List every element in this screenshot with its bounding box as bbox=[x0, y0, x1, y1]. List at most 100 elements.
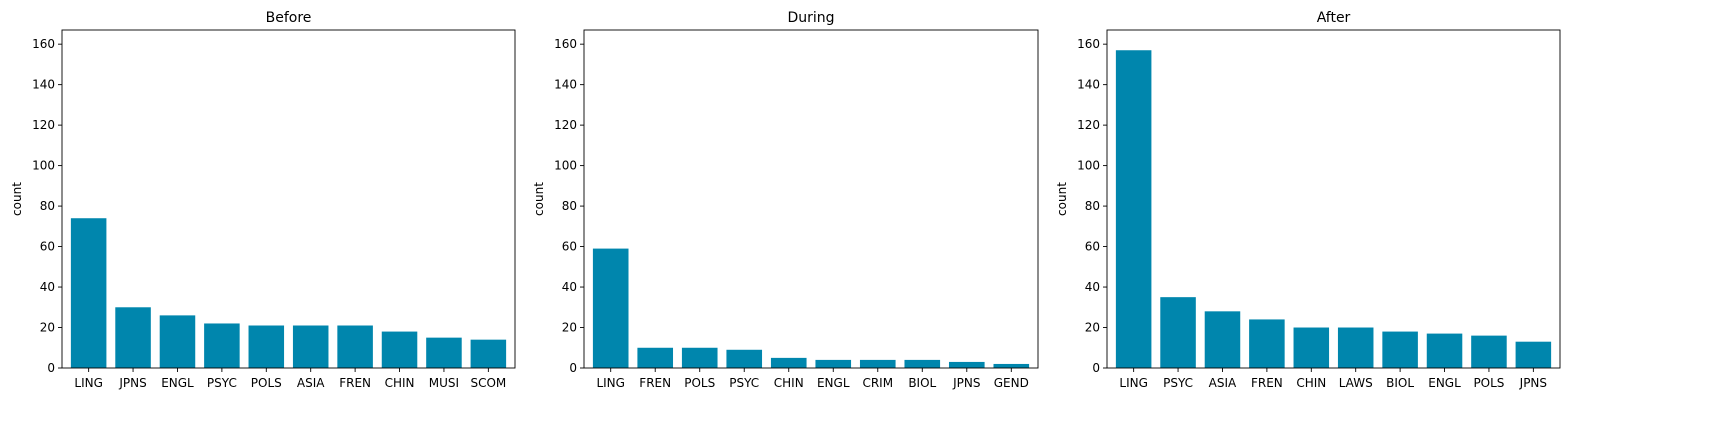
bar-ling bbox=[1115, 50, 1152, 369]
x-tick-label: FREN bbox=[1251, 376, 1283, 390]
y-tick-label: 60 bbox=[562, 240, 577, 254]
bar-asia bbox=[292, 325, 329, 368]
bar-jpns bbox=[115, 307, 151, 368]
x-tick-label: CHIN bbox=[1296, 376, 1326, 390]
y-tick-label: 60 bbox=[40, 240, 55, 254]
x-tick-label: POLS bbox=[684, 376, 715, 390]
plot-frame bbox=[61, 29, 516, 369]
x-tick-label: ASIA bbox=[297, 376, 325, 390]
bar-psyc bbox=[1160, 297, 1196, 368]
bar-chin bbox=[381, 331, 418, 368]
bar-chin bbox=[770, 357, 807, 368]
y-tick-label: 60 bbox=[1085, 240, 1100, 254]
chart-panel-2: LING PSYC ASIA FREN CHIN LAWS BIOL ENGL POLS JPNS… bbox=[1055, 10, 1561, 390]
y-tick-label: 120 bbox=[32, 118, 55, 132]
x-tick-label: SCOM bbox=[470, 376, 506, 390]
y-tick-label: 80 bbox=[562, 199, 577, 213]
bar-engl bbox=[1426, 333, 1463, 368]
bar-ling bbox=[592, 248, 629, 368]
x-tick-label: CHIN bbox=[385, 376, 415, 390]
bar-biol bbox=[1382, 331, 1418, 368]
bar-asia bbox=[1204, 311, 1241, 368]
y-tick-label: 40 bbox=[562, 280, 577, 294]
x-tick-label: PSYC bbox=[729, 376, 759, 390]
y-tick-label: 0 bbox=[569, 361, 577, 375]
y-axis-label: count bbox=[1055, 182, 1069, 216]
bar-crim bbox=[859, 359, 896, 368]
chart-title: After bbox=[1317, 10, 1351, 26]
chart-panel-1: LING FREN POLS PSYC CHIN ENGL CRIM BIOL JPNS GEND… bbox=[532, 10, 1039, 390]
x-tick-label: BIOL bbox=[1386, 376, 1414, 390]
bar-scom bbox=[470, 339, 507, 368]
x-tick-label: FREN bbox=[339, 376, 371, 390]
y-axis-label: count bbox=[532, 182, 546, 216]
x-tick-label: CRIM bbox=[862, 376, 893, 390]
x-tick-label: LING bbox=[1119, 376, 1148, 390]
y-tick-label: 0 bbox=[1092, 361, 1100, 375]
bar-pols bbox=[248, 325, 285, 368]
chart-panel-0: LING JPNS ENGL PSYC POLS ASIA FREN CHIN MUSI SCOM… bbox=[10, 10, 516, 390]
y-tick-label: 140 bbox=[1077, 78, 1100, 92]
x-tick-label: JPNS bbox=[1519, 376, 1547, 390]
bar-jpns bbox=[1515, 341, 1552, 368]
bar-engl bbox=[815, 359, 852, 368]
y-tick-label: 100 bbox=[32, 159, 55, 173]
bar-pols bbox=[681, 347, 718, 368]
bar-pols bbox=[1471, 335, 1507, 368]
x-tick-label: ENGL bbox=[1428, 376, 1461, 390]
x-tick-label: LING bbox=[74, 376, 103, 390]
x-tick-label: POLS bbox=[251, 376, 282, 390]
bar-engl bbox=[159, 315, 196, 368]
x-tick-label: ENGL bbox=[817, 376, 850, 390]
chart-title: During bbox=[787, 10, 834, 26]
bar-gend bbox=[993, 363, 1030, 368]
x-tick-label: MUSI bbox=[429, 376, 459, 390]
x-tick-label: GEND bbox=[994, 376, 1029, 390]
bar-chin bbox=[1293, 327, 1330, 368]
x-tick-label: BIOL bbox=[908, 376, 936, 390]
y-tick-label: 160 bbox=[1077, 37, 1100, 51]
bar-laws bbox=[1337, 327, 1374, 368]
y-tick-label: 80 bbox=[40, 199, 55, 213]
x-tick-label: LING bbox=[596, 376, 625, 390]
bar-musi bbox=[426, 337, 462, 368]
bar-jpns bbox=[948, 361, 985, 368]
x-tick-label: ASIA bbox=[1209, 376, 1237, 390]
bar-psyc bbox=[726, 349, 763, 368]
y-tick-label: 160 bbox=[554, 37, 577, 51]
x-tick-label: POLS bbox=[1473, 376, 1504, 390]
x-tick-label: JPNS bbox=[952, 376, 980, 390]
x-tick-label: PSYC bbox=[207, 376, 237, 390]
y-tick-label: 160 bbox=[32, 37, 55, 51]
y-axis-label: count bbox=[10, 182, 24, 216]
y-tick-label: 140 bbox=[554, 78, 577, 92]
plot-frame bbox=[1106, 29, 1561, 369]
y-tick-label: 80 bbox=[1085, 199, 1100, 213]
y-tick-label: 40 bbox=[1085, 280, 1100, 294]
x-tick-label: PSYC bbox=[1163, 376, 1193, 390]
plot-frame bbox=[583, 29, 1039, 369]
y-tick-label: 0 bbox=[47, 361, 55, 375]
y-tick-label: 100 bbox=[554, 159, 577, 173]
bar-biol bbox=[904, 359, 941, 368]
x-tick-label: FREN bbox=[639, 376, 671, 390]
bar-fren bbox=[1249, 319, 1285, 368]
chart-title: Before bbox=[266, 10, 312, 26]
y-tick-label: 20 bbox=[562, 321, 577, 335]
y-tick-label: 40 bbox=[40, 280, 55, 294]
x-tick-label: JPNS bbox=[118, 376, 146, 390]
y-tick-label: 140 bbox=[32, 78, 55, 92]
y-tick-label: 20 bbox=[40, 321, 55, 335]
bar-psyc bbox=[204, 323, 240, 368]
y-tick-label: 20 bbox=[1085, 321, 1100, 335]
bar-fren bbox=[337, 325, 373, 368]
x-tick-label: ENGL bbox=[161, 376, 194, 390]
bar-fren bbox=[637, 347, 674, 368]
x-tick-label: CHIN bbox=[774, 376, 804, 390]
bar-ling bbox=[70, 218, 107, 368]
y-tick-label: 100 bbox=[1077, 159, 1100, 173]
x-tick-label: LAWS bbox=[1339, 376, 1373, 390]
y-tick-label: 120 bbox=[1077, 118, 1100, 132]
y-tick-label: 120 bbox=[554, 118, 577, 132]
